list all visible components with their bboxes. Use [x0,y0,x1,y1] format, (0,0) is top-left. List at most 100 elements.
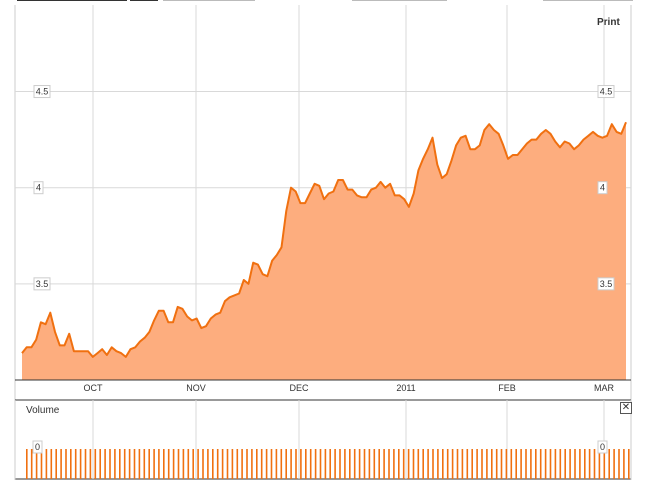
volume-bar [241,449,243,479]
y-label-box [597,85,615,99]
volume-bar [231,449,234,479]
volume-bar [216,449,219,479]
volume-bar [290,449,292,479]
volume-bar [202,449,204,479]
volume-bar [30,449,33,479]
volume-bar [437,449,439,479]
volume-title: Volume [26,405,60,416]
volume-bar [138,449,141,479]
y-axis-labels: 3.5 3.5 4 4 4.5 4.5 [33,85,615,291]
volume-bar [618,449,620,479]
volume-bar [99,449,101,479]
volume-bar [456,449,459,479]
volume-bar [324,449,327,479]
volume-bar [26,449,28,479]
volume-bar [35,449,38,479]
volume-bar [539,449,542,479]
close-volume-button[interactable]: ✕ [620,402,632,414]
x-tick-label: MAR [594,383,615,393]
volume-bar [143,449,146,479]
volume-bar [192,449,194,479]
volume-bar [353,449,356,479]
volume-bar [628,449,630,479]
volume-bar [505,449,508,479]
volume-bar [45,449,48,479]
volume-bar [603,449,606,479]
volume-bar [495,449,498,479]
print-link[interactable]: Print [597,17,620,28]
y-label-box [33,181,44,195]
volume-bar [613,449,615,479]
x-tick-label: DEC [289,383,309,393]
volume-grid-lines [92,400,605,479]
volume-bar [182,449,185,479]
x-tick-label: OCT [84,383,104,393]
volume-bar [427,449,429,479]
price-area [21,121,627,381]
volume-bar [520,449,522,479]
volume-bar [251,449,253,479]
volume-bar [393,449,395,479]
volume-bar [358,449,361,479]
volume-bar [510,449,513,479]
volume-bar [378,449,380,479]
y-tick-label: 4.5 [36,87,49,97]
volume-bar [79,449,82,479]
volume-bar [89,449,92,479]
volume-bar [104,449,106,479]
volume-bar [221,449,224,479]
y-tick-label: 4 [36,183,41,193]
volume-bar [388,449,390,479]
volume-bar [226,449,229,479]
volume-bar [50,449,53,479]
volume-bar [270,449,273,479]
volume-bar [593,449,596,479]
volume-bar [280,449,283,479]
volume-bar [60,449,62,479]
y-tick-label: 3.5 [36,279,49,289]
volume-bar [212,449,214,479]
volume-bar [574,449,576,479]
y-tick-label: 3.5 [600,279,613,289]
volume-bar [446,449,449,479]
volume-bar [481,449,483,479]
volume-bar [197,449,199,479]
x-tick-label: 2011 [396,383,415,393]
volume-bar [344,449,346,479]
volume-bar [422,449,424,479]
price-line [21,121,627,358]
volume-bar [187,449,190,479]
y-label-box [597,181,608,195]
volume-bar [544,449,547,479]
volume-bar [70,449,72,479]
y-tick-label: 4 [600,183,605,193]
volume-bar [623,449,625,479]
volume-bar [363,449,366,479]
volume-bar [314,449,317,479]
x-tick-label: FEB [498,383,516,393]
volume-bar [535,449,537,479]
x-axis-ticks: OCT NOV DEC 2011 FEB MAR [84,383,615,393]
volume-label-box [32,440,43,454]
volume-bar [466,449,469,479]
volume-bar [309,449,312,479]
volume-bar [554,449,557,479]
volume-bar [598,449,601,479]
y-tick-label: 4.5 [600,87,613,97]
volume-bar [74,449,77,479]
y-label-box [597,277,615,291]
volume-bar [412,449,415,479]
volume-bar [486,449,488,479]
volume-bar [471,449,473,479]
volume-bar [559,449,562,479]
volume-bar [402,449,405,479]
volume-bar [305,449,307,479]
volume-bar [476,449,478,479]
volume-bar [236,449,239,479]
volume-bar [515,449,517,479]
volume-bar [260,449,263,479]
volume-bar [55,449,57,479]
volume-bar [329,449,331,479]
